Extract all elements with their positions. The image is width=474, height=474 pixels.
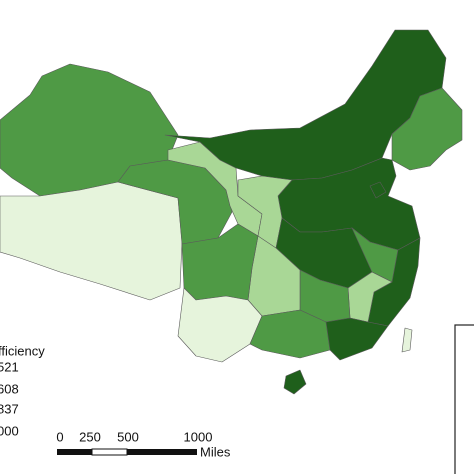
region [369,181,387,199]
region [325,317,389,361]
legend-item: 608 [0,381,19,396]
legend-item: 521 [0,359,19,374]
region [401,327,413,353]
scale-unit: Miles [200,444,231,459]
scale-segment [91,448,128,456]
region [0,181,183,301]
scale-label: 500 [117,429,139,444]
region [0,63,179,197]
region [391,87,463,171]
region [249,309,331,359]
scale-segment [127,449,197,455]
legend-item: 000 [0,423,19,438]
scale-label: 1000 [184,429,213,444]
region [283,369,307,395]
legend-item: 837 [0,401,19,416]
scale-label: 0 [56,429,63,444]
legend: fficiency 521 608 837 000 [0,343,45,438]
scale-segment [57,449,92,455]
scale-label: 250 [79,429,101,444]
scale-bar: 0 250 500 1000 Miles [56,429,230,459]
inset-frame [454,324,474,474]
legend-title: fficiency [0,343,45,358]
provinces [0,29,463,395]
